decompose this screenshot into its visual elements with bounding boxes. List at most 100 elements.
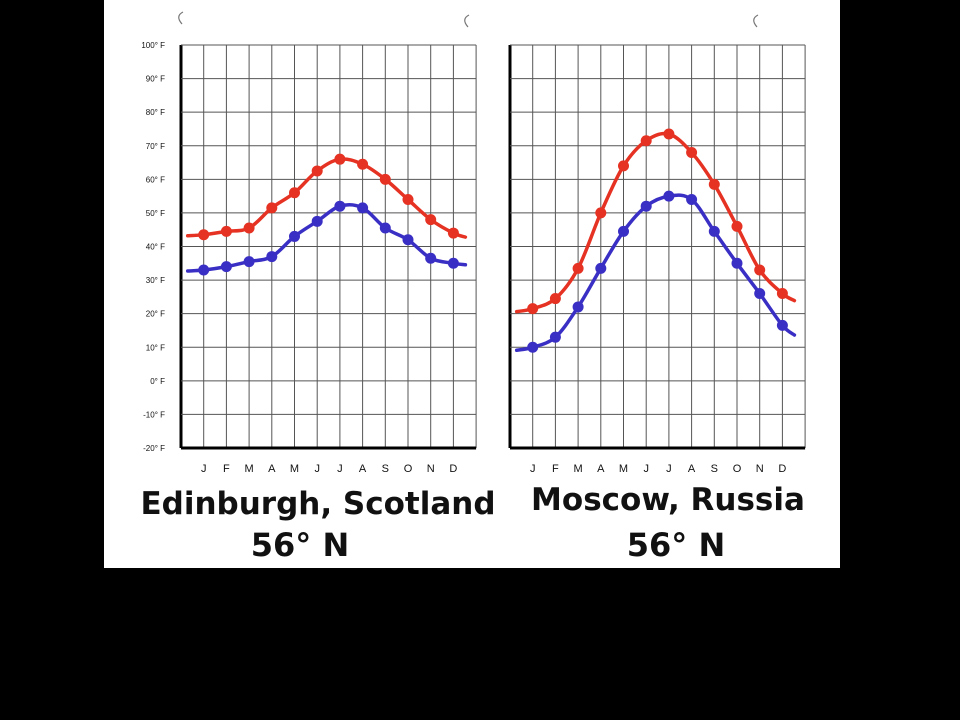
y-tick-label: 80° F (146, 108, 165, 117)
chart-title-latitude: 56° N (251, 526, 349, 564)
data-point-red (527, 303, 539, 315)
data-point-blue (266, 251, 278, 263)
data-point-red (686, 146, 698, 158)
x-tick-label: M (245, 463, 254, 475)
y-axis-tick-labels: 100° F 90° F 80° F 70° F 60° F 50° F 40° F 30° … (141, 41, 165, 453)
data-point-blue (402, 234, 414, 246)
data-point-blue (447, 257, 459, 269)
x-tick-label: N (756, 463, 764, 475)
x-tick-label: D (449, 463, 457, 475)
data-point-blue (708, 225, 720, 237)
data-point-blue (686, 193, 698, 205)
data-point-blue (243, 256, 255, 268)
chart-title-city: Edinburgh, Scotland (140, 486, 495, 522)
data-point-red (618, 160, 629, 172)
data-point-red (334, 153, 346, 165)
data-point-red (402, 193, 414, 205)
data-point-red (663, 128, 675, 140)
data-point-red (243, 222, 255, 234)
y-tick-label: 30° F (146, 276, 165, 285)
data-point-blue (289, 230, 300, 242)
x-tick-label: N (427, 463, 435, 475)
data-point-blue (379, 222, 391, 234)
y-tick-label: 10° F (146, 343, 165, 352)
chart-title-latitude: 56° N (627, 526, 725, 564)
grid-lines (179, 44, 477, 450)
data-point-blue (220, 261, 232, 273)
y-tick-label: 40° F (146, 243, 165, 252)
moscow-chart: J F M A M J J A S O N D Moscow, Russia 56° N (508, 44, 806, 564)
data-point-red (379, 173, 391, 185)
x-tick-label: J (530, 463, 536, 475)
data-point-red (708, 178, 720, 190)
x-tick-label: D (778, 463, 786, 475)
data-point-blue (776, 319, 788, 331)
data-point-red (220, 225, 232, 237)
data-point-blue (618, 225, 629, 237)
y-tick-label: -20° F (143, 444, 165, 453)
y-tick-label: 60° F (146, 175, 165, 184)
x-tick-label: M (619, 463, 628, 475)
x-tick-label: A (597, 463, 605, 475)
binder-hole-mark (753, 14, 759, 28)
data-point-red (311, 165, 323, 177)
data-point-blue (549, 331, 561, 343)
data-point-blue (527, 341, 539, 353)
binder-hole-mark (464, 14, 470, 28)
data-point-blue (357, 202, 369, 214)
x-tick-label: F (552, 463, 559, 475)
data-point-red (549, 293, 561, 305)
series-group (185, 153, 468, 276)
grid-lines (508, 44, 806, 450)
data-point-blue (663, 190, 675, 202)
x-tick-label: M (290, 463, 299, 475)
binder-hole-mark (178, 11, 184, 25)
data-point-red (266, 202, 278, 214)
data-point-red (776, 288, 788, 300)
data-point-red (357, 158, 369, 170)
x-tick-label: F (223, 463, 230, 475)
x-tick-label: M (574, 463, 583, 475)
x-tick-label: O (733, 463, 742, 475)
x-tick-label: J (337, 463, 343, 475)
y-tick-label: -10° F (143, 410, 165, 419)
x-tick-label: J (314, 463, 320, 475)
series-group (514, 128, 797, 353)
x-tick-label: A (359, 463, 367, 475)
data-point-blue (754, 288, 766, 300)
data-point-blue (731, 257, 743, 269)
x-tick-label: J (201, 463, 207, 475)
data-point-red (595, 207, 607, 219)
data-point-blue (640, 200, 652, 212)
y-tick-label: 90° F (146, 75, 165, 84)
x-tick-label: S (711, 463, 718, 475)
data-point-blue (572, 301, 584, 313)
y-tick-label: 100° F (141, 41, 165, 50)
data-point-red (198, 229, 210, 241)
data-point-red (754, 264, 766, 276)
data-point-blue (425, 252, 437, 264)
data-point-blue (595, 262, 607, 274)
x-tick-label: O (404, 463, 413, 475)
data-point-red (731, 220, 743, 232)
x-tick-label: A (268, 463, 276, 475)
data-point-red (425, 214, 437, 226)
y-tick-label: 70° F (146, 142, 165, 151)
data-point-blue (198, 264, 210, 276)
data-point-red (640, 135, 652, 147)
x-tick-label: J (643, 463, 649, 475)
x-tick-label: A (688, 463, 696, 475)
y-tick-label: 50° F (146, 209, 165, 218)
data-point-blue (334, 200, 346, 212)
y-tick-label: 20° F (146, 310, 165, 319)
y-tick-label: 0° F (150, 377, 165, 386)
data-point-red (572, 262, 584, 274)
edinburgh-chart: 100° F 90° F 80° F 70° F 60° F 50° F 40° F 30° … (140, 41, 495, 564)
data-point-blue (311, 215, 323, 227)
x-tick-label: J (666, 463, 672, 475)
data-point-red (447, 227, 459, 239)
chart-title-city: Moscow, Russia (531, 482, 805, 518)
